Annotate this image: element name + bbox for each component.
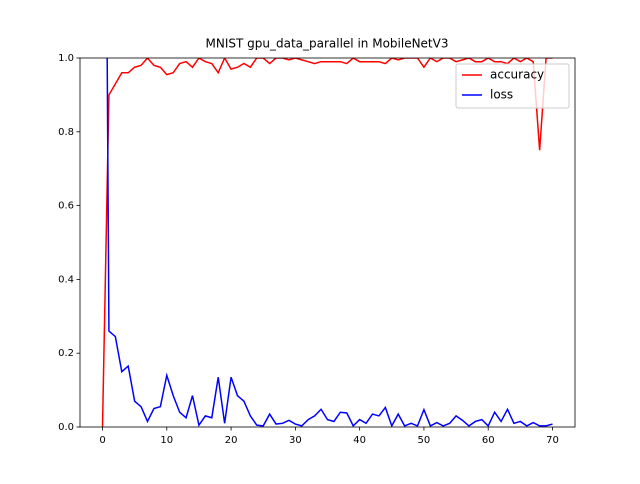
- y-tick-label: 0.8: [58, 127, 74, 138]
- x-tick-label: 30: [289, 435, 302, 446]
- x-tick-label: 70: [546, 435, 559, 446]
- axes-frame: [79, 57, 576, 428]
- chart-title: MNIST gpu_data_parallel in MobileNetV3: [206, 37, 449, 51]
- line-series: [106, 58, 553, 427]
- plot-area: [101, 58, 553, 427]
- legend-label: loss: [490, 88, 513, 102]
- legend-box: [455, 63, 570, 109]
- x-tick-label: 60: [482, 435, 495, 446]
- y-tick-label: 0.0: [58, 422, 74, 433]
- x-tick-label: 10: [160, 435, 173, 446]
- y-tick-label: 0.6: [58, 201, 74, 212]
- y-tick-label: 0.4: [58, 274, 74, 285]
- line-series: [101, 58, 553, 427]
- legend-label: accuracy: [490, 68, 544, 82]
- x-tick-label: 40: [353, 435, 366, 446]
- y-tick-label: 0.2: [58, 348, 74, 359]
- y-tick-label: 1.0: [58, 53, 74, 64]
- x-tick-label: 20: [225, 435, 238, 446]
- x-tick-label: 0: [99, 435, 105, 446]
- x-tick-label: 50: [418, 435, 431, 446]
